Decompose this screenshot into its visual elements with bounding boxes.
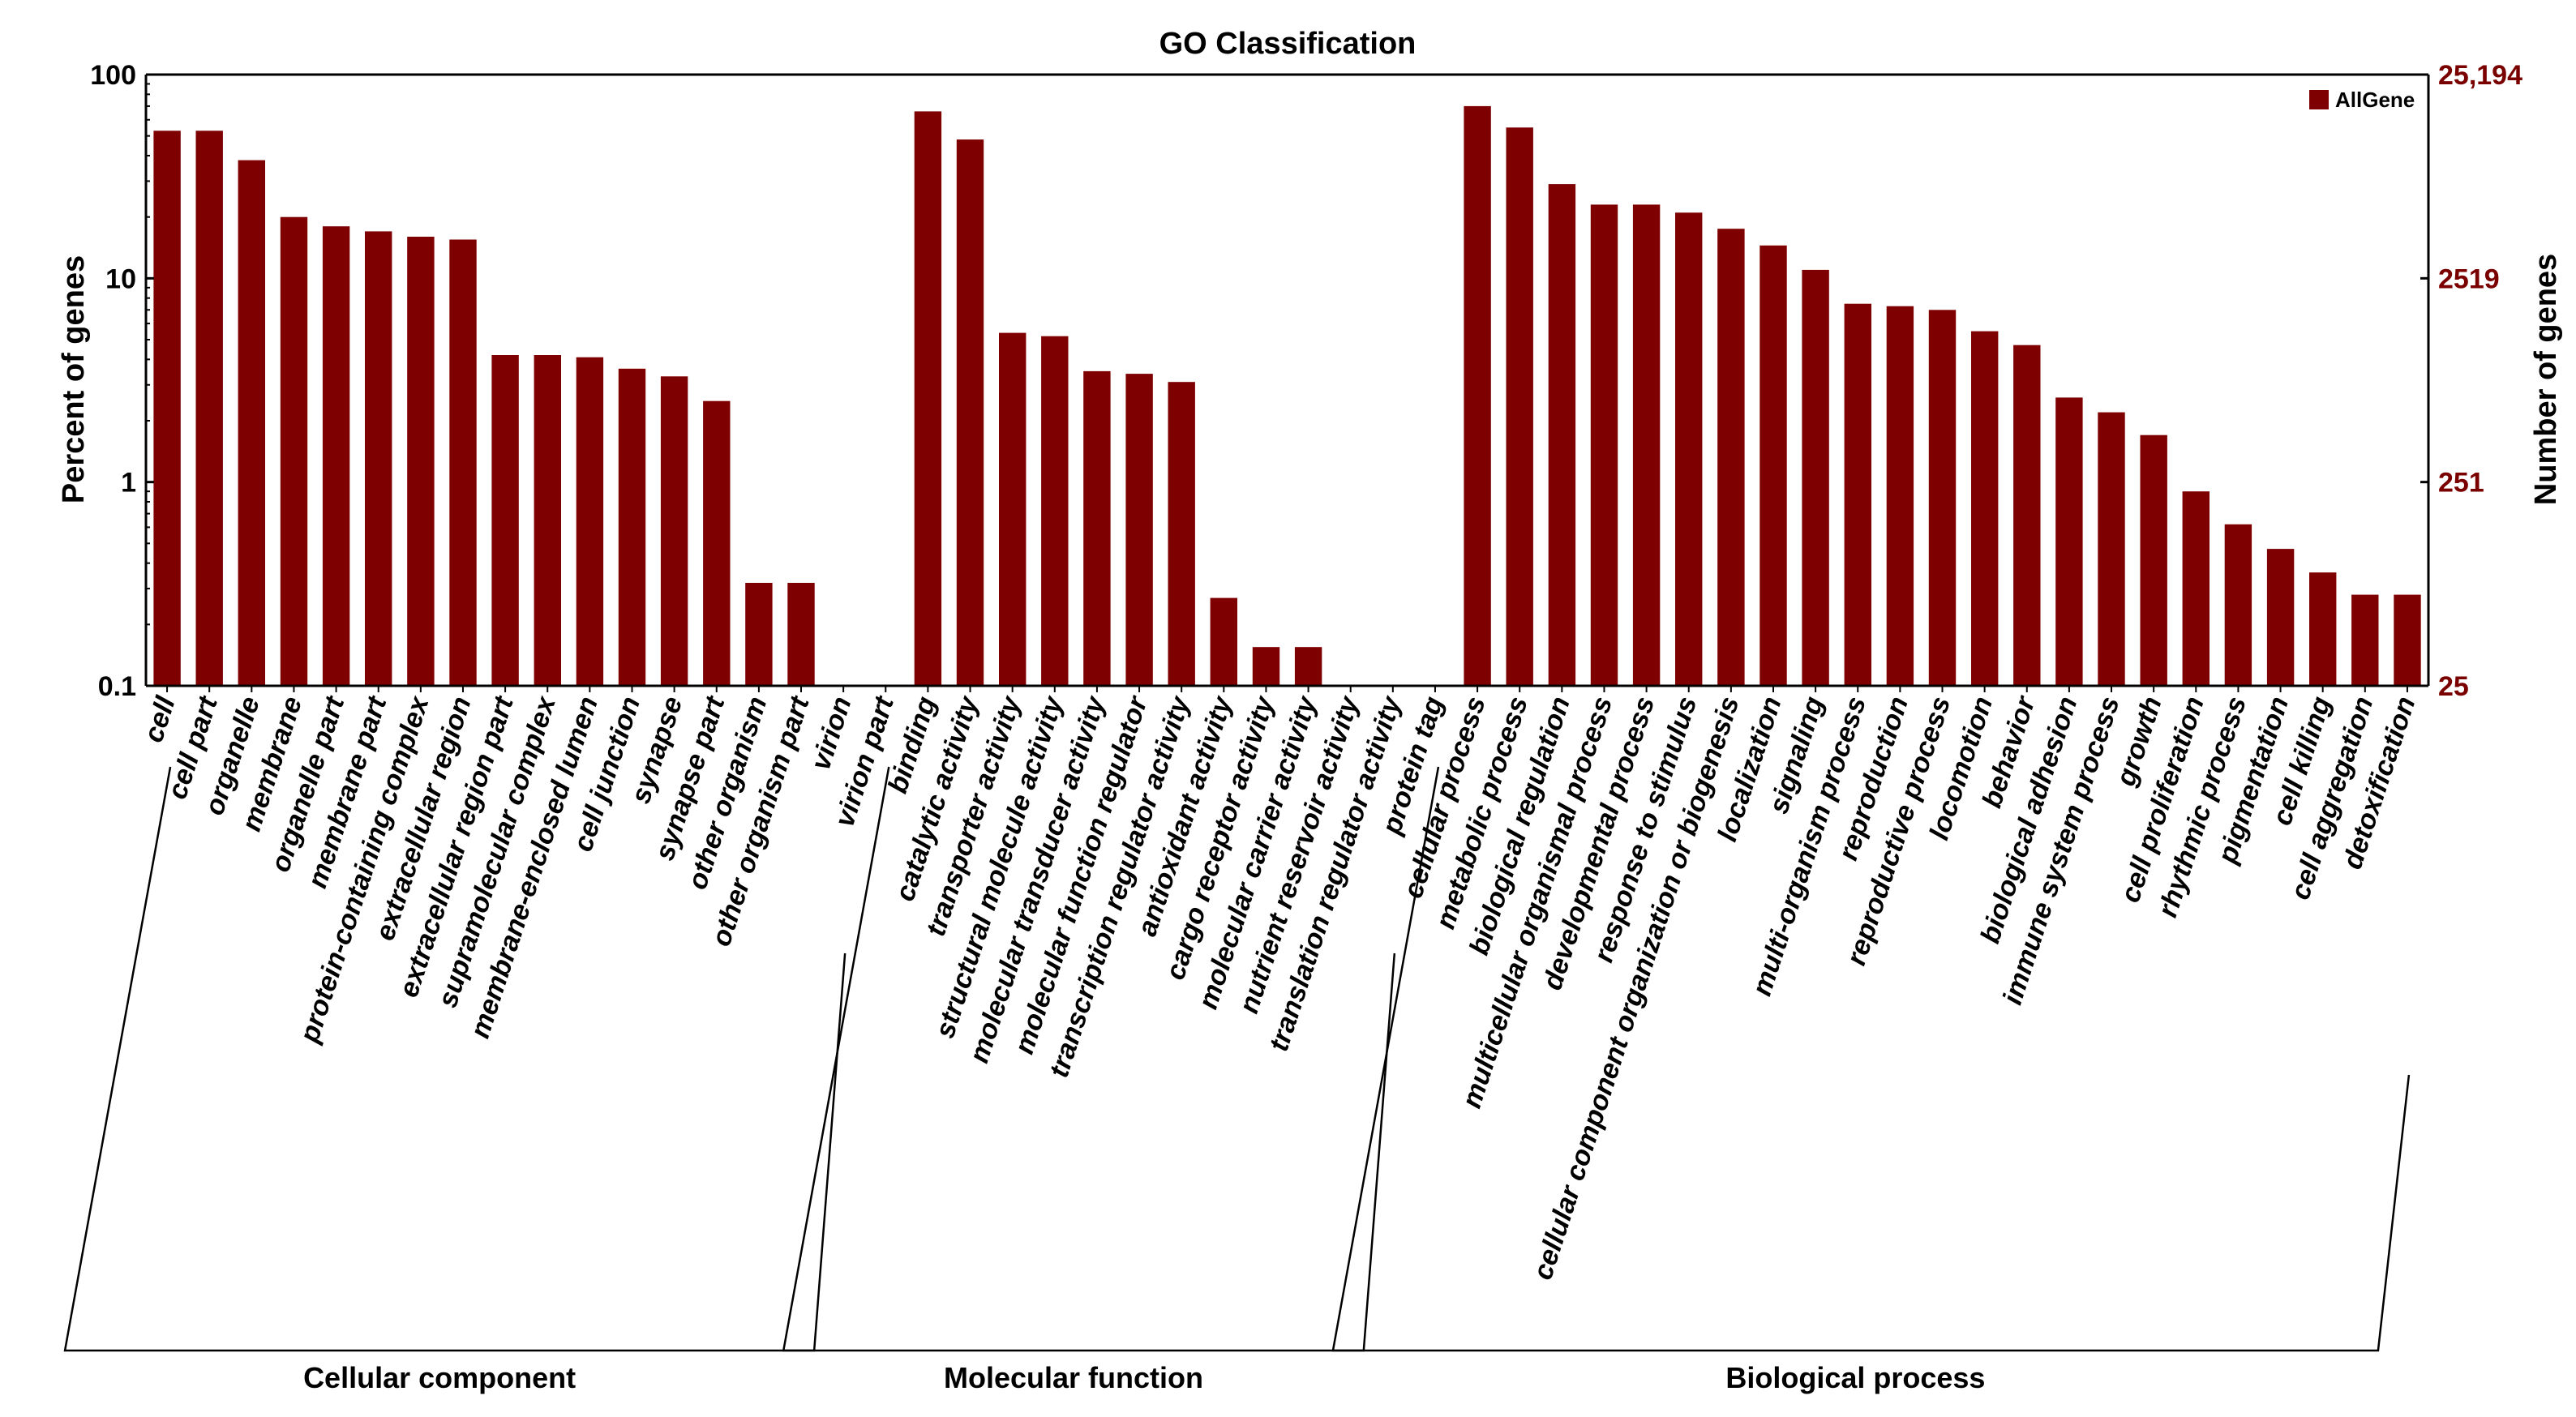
bar-33 [1548,184,1576,687]
group-label-1: Molecular function [944,1361,1203,1394]
bar-0 [153,131,181,687]
group-brackets: Cellular component Molecular function Biol… [63,766,2411,1394]
bar-22 [1083,370,1111,686]
bar-10 [576,357,604,686]
y-tick-label-right-3: 25,194 [2438,60,2522,91]
bar-2 [238,160,265,687]
bars-group [153,105,2421,687]
bar-14 [745,583,773,686]
bar-9 [534,355,561,686]
bar-41 [1886,306,1914,686]
y-tick-label-left-0: 0.1 [98,671,136,702]
bar-13 [703,400,731,686]
bar-48 [2182,491,2210,686]
y-axis-title-left: Percent of genes [57,255,91,503]
bar-23 [1125,374,1153,686]
axes-group [144,73,2430,687]
y-tick-label-left-1: 1 [121,468,136,499]
bar-50 [2266,549,2295,686]
group-label-0: Cellular component [303,1361,576,1394]
x-tick-label-0: cell [138,691,182,746]
bar-38 [1759,245,1787,686]
bar-34 [1590,204,1618,686]
y-axis-title-right: Number of genes [2529,254,2563,505]
bar-20 [999,332,1027,686]
bar-46 [2098,412,2125,686]
bar-7 [449,239,477,686]
y-tick-label-right-0: 25 [2438,671,2469,702]
legend: AllGene [2309,88,2415,112]
bar-31 [1464,105,1491,686]
bar-51 [2309,572,2337,686]
bar-47 [2140,435,2167,686]
group-bracket-2 [1331,766,2411,1352]
bar-35 [1632,204,1661,686]
bar-26 [1252,647,1280,686]
bar-32 [1506,127,1533,687]
bar-6 [407,237,435,686]
bar-11 [618,368,646,686]
bar-39 [1802,269,1829,686]
bar-1 [195,131,223,687]
y-tick-label-right-2: 2519 [2438,263,2500,294]
chart-title: GO Classification [1159,27,1417,61]
bar-49 [2224,524,2252,686]
bar-27 [1294,647,1322,686]
legend-swatch [2309,90,2329,109]
y-tick-label-right-1: 251 [2438,468,2484,499]
bar-15 [787,583,815,686]
bar-24 [1168,382,1195,686]
bar-36 [1675,212,1703,686]
bar-18 [914,111,942,686]
bar-21 [1041,336,1069,686]
y-tick-label-left-2: 10 [105,263,136,294]
bar-43 [1971,331,1999,686]
bar-4 [322,226,350,686]
bar-42 [1928,310,1957,686]
bar-40 [1844,303,1871,686]
bar-5 [365,231,392,686]
y-tick-label-left-3: 100 [90,60,136,91]
bar-12 [660,376,688,686]
group-bracket-1 [782,766,1396,1352]
bar-19 [956,139,984,687]
bar-52 [2351,594,2379,686]
group-label-2: Biological process [1725,1361,1985,1394]
legend-label: AllGene [2335,88,2415,112]
bar-25 [1210,597,1237,686]
group-bracket-0 [63,766,847,1352]
bar-8 [491,355,519,686]
bar-37 [1717,229,1745,686]
bar-53 [2394,594,2421,686]
bar-3 [280,216,308,686]
bar-44 [2013,345,2041,686]
bar-45 [2055,397,2083,686]
